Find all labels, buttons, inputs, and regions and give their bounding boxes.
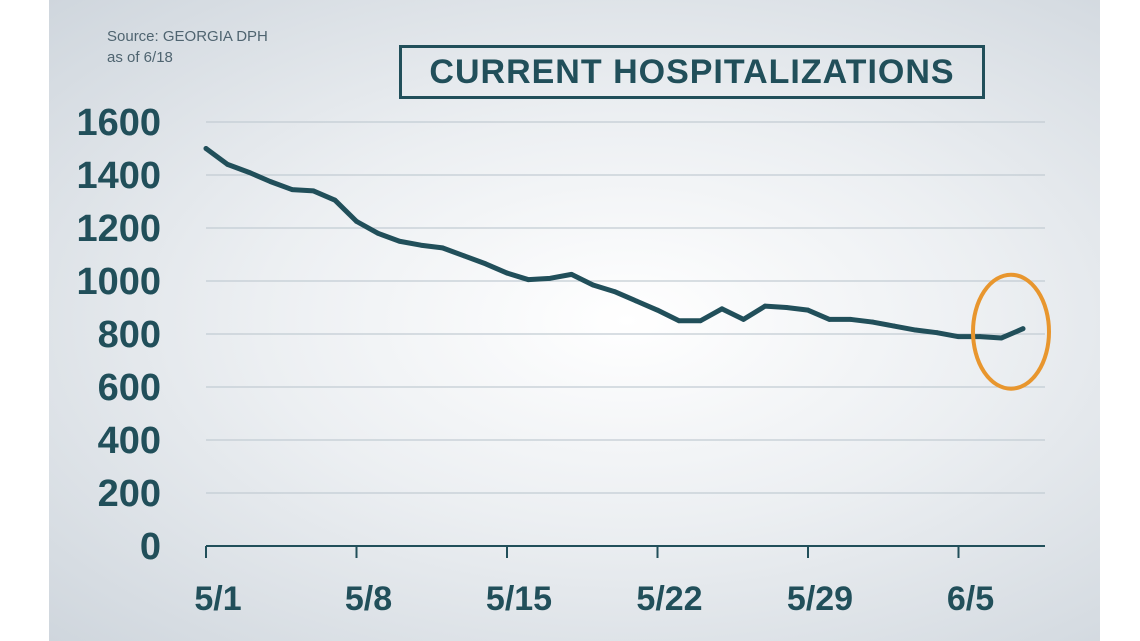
data-point	[440, 245, 445, 251]
data-point	[848, 317, 854, 322]
x-tick-labels: 5/1 5/8 5/15 5/22 5/29 6/5	[194, 580, 994, 618]
x-tick-label: 5/15	[486, 580, 552, 618]
y-tick-label: 1400	[76, 155, 161, 197]
y-tick-labels: 0 200 400 600 800 1000 1200 1400 1600	[76, 102, 161, 568]
data-point	[934, 330, 940, 336]
series-line	[203, 146, 1026, 341]
x-tick-label: 5/29	[787, 580, 853, 618]
chart-title-box: CURRENT HOSPITALIZATIONS	[399, 45, 985, 99]
data-point	[655, 307, 660, 313]
y-tick-label: 400	[98, 420, 161, 462]
y-tick-label: 1000	[76, 261, 161, 303]
data-point	[418, 242, 424, 248]
chart-stage: Source: GEORGIA DPH as of 6/18 CURRENT H…	[49, 0, 1100, 641]
data-point	[461, 253, 467, 259]
y-tick-label: 600	[98, 367, 161, 409]
x-tick-label: 6/5	[947, 580, 994, 618]
data-point	[676, 318, 682, 324]
data-point	[977, 334, 983, 340]
x-tick-label: 5/8	[345, 580, 392, 618]
data-point	[870, 319, 875, 325]
data-point	[805, 307, 811, 313]
data-point	[784, 305, 789, 310]
data-point	[483, 261, 488, 267]
y-tick-label: 800	[98, 314, 161, 356]
data-point	[719, 306, 725, 312]
data-point	[913, 327, 918, 333]
data-point	[268, 179, 273, 185]
data-points	[203, 146, 1026, 341]
data-point	[397, 238, 402, 244]
x-tick-label: 5/1	[194, 580, 241, 618]
data-point	[569, 271, 574, 277]
data-point	[891, 323, 897, 329]
data-point	[246, 169, 252, 175]
data-point	[698, 318, 703, 324]
series-layer	[203, 146, 1026, 341]
highlight-circle	[971, 272, 1051, 391]
x-tick-label: 5/22	[636, 580, 702, 618]
y-tick-label: 1200	[76, 208, 161, 250]
y-tick-label: 200	[98, 473, 161, 515]
data-point	[311, 188, 316, 194]
data-point	[225, 162, 230, 167]
source-note: Source: GEORGIA DPH as of 6/18	[107, 26, 268, 68]
data-point	[956, 334, 961, 340]
data-point	[526, 277, 531, 283]
y-tick-label: 0	[140, 526, 161, 568]
gridlines	[206, 121, 1045, 494]
data-point	[375, 230, 381, 236]
chart-title: CURRENT HOSPITALIZATIONS	[429, 52, 955, 91]
data-point	[827, 317, 832, 322]
data-point	[590, 282, 596, 288]
data-point	[354, 218, 359, 224]
data-point	[547, 275, 553, 281]
annotation-layer	[971, 272, 1051, 391]
data-point	[332, 197, 338, 203]
data-point	[289, 187, 295, 192]
data-point	[999, 335, 1004, 341]
y-tick-label: 1600	[76, 102, 161, 144]
data-point	[741, 317, 746, 322]
line-chart: 0 200 400 600 800 1000 1200 1400 1600 5/1 5/8 5/15…	[76, 102, 1051, 618]
data-point	[762, 303, 768, 309]
data-point	[504, 270, 510, 276]
x-axis	[205, 545, 1045, 558]
source-date: as of 6/18	[107, 49, 173, 66]
data-point	[203, 146, 209, 151]
data-point	[633, 298, 639, 304]
data-point	[612, 289, 617, 294]
source-line: Source: GEORGIA DPH	[107, 28, 268, 45]
data-point	[1020, 326, 1026, 332]
